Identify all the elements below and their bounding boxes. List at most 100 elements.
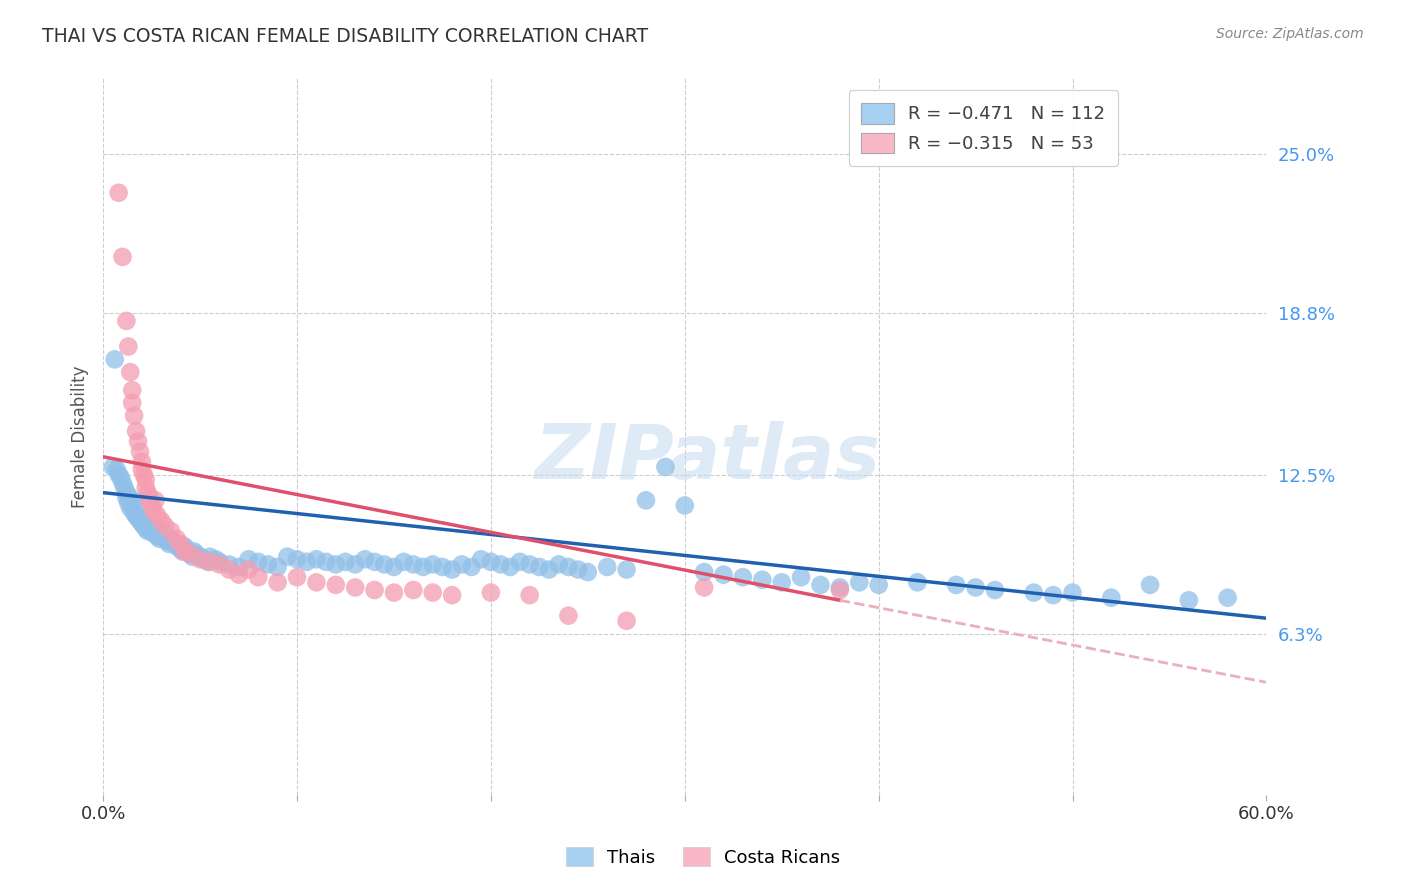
Point	[117, 496, 139, 510]
Point	[111, 250, 134, 264]
Point	[557, 560, 579, 574]
Point	[107, 186, 129, 200]
Point	[479, 585, 502, 599]
Point	[616, 562, 638, 576]
Point	[122, 506, 145, 520]
Point	[325, 558, 347, 572]
Point	[163, 537, 186, 551]
Point	[131, 462, 153, 476]
Point	[208, 555, 231, 569]
Point	[238, 552, 260, 566]
Point	[402, 558, 425, 572]
Point	[285, 570, 308, 584]
Point	[177, 544, 200, 558]
Point	[868, 578, 890, 592]
Point	[173, 544, 195, 558]
Point	[121, 383, 143, 397]
Point	[129, 444, 152, 458]
Point	[193, 552, 215, 566]
Point	[160, 532, 183, 546]
Point	[176, 541, 198, 556]
Point	[150, 514, 173, 528]
Point	[557, 608, 579, 623]
Point	[810, 578, 832, 592]
Point	[731, 570, 754, 584]
Point	[150, 524, 173, 538]
Point	[197, 555, 219, 569]
Point	[538, 562, 561, 576]
Point	[188, 549, 211, 564]
Point	[183, 544, 205, 558]
Point	[153, 532, 176, 546]
Point	[305, 575, 328, 590]
Point	[179, 547, 201, 561]
Point	[131, 455, 153, 469]
Point	[373, 558, 395, 572]
Point	[115, 491, 138, 505]
Point	[479, 555, 502, 569]
Point	[131, 511, 153, 525]
Point	[129, 514, 152, 528]
Point	[402, 582, 425, 597]
Point	[596, 560, 619, 574]
Point	[344, 558, 367, 572]
Point	[634, 493, 657, 508]
Point	[110, 470, 132, 484]
Point	[114, 481, 136, 495]
Point	[499, 560, 522, 574]
Point	[135, 522, 157, 536]
Point	[148, 532, 170, 546]
Point	[382, 585, 405, 599]
Point	[141, 524, 163, 538]
Point	[198, 555, 221, 569]
Point	[173, 540, 195, 554]
Point	[984, 582, 1007, 597]
Point	[127, 434, 149, 449]
Point	[1139, 578, 1161, 592]
Point	[142, 526, 165, 541]
Point	[266, 575, 288, 590]
Point	[335, 555, 357, 569]
Point	[198, 549, 221, 564]
Point	[188, 552, 211, 566]
Point	[122, 409, 145, 423]
Point	[170, 541, 193, 556]
Point	[117, 340, 139, 354]
Point	[470, 552, 492, 566]
Point	[146, 508, 169, 523]
Point	[1178, 593, 1201, 607]
Point	[247, 555, 270, 569]
Point	[567, 562, 589, 576]
Point	[848, 575, 870, 590]
Point	[160, 524, 183, 538]
Point	[305, 552, 328, 566]
Point	[166, 540, 188, 554]
Point	[125, 424, 148, 438]
Point	[828, 581, 851, 595]
Point	[125, 501, 148, 516]
Point	[121, 493, 143, 508]
Point	[121, 396, 143, 410]
Point	[141, 499, 163, 513]
Point	[115, 485, 138, 500]
Point	[790, 570, 813, 584]
Point	[441, 588, 464, 602]
Text: ZIPatlas: ZIPatlas	[536, 421, 882, 495]
Point	[654, 460, 676, 475]
Point	[152, 529, 174, 543]
Point	[115, 314, 138, 328]
Point	[162, 534, 184, 549]
Point	[136, 524, 159, 538]
Legend: Thais, Costa Ricans: Thais, Costa Ricans	[558, 840, 848, 874]
Point	[111, 475, 134, 490]
Point	[145, 522, 167, 536]
Point	[441, 562, 464, 576]
Point	[145, 493, 167, 508]
Point	[257, 558, 280, 572]
Point	[519, 588, 541, 602]
Point	[945, 578, 967, 592]
Legend: R = −0.471   N = 112, R = −0.315   N = 53: R = −0.471 N = 112, R = −0.315 N = 53	[849, 90, 1118, 166]
Point	[576, 565, 599, 579]
Point	[1099, 591, 1122, 605]
Point	[120, 501, 142, 516]
